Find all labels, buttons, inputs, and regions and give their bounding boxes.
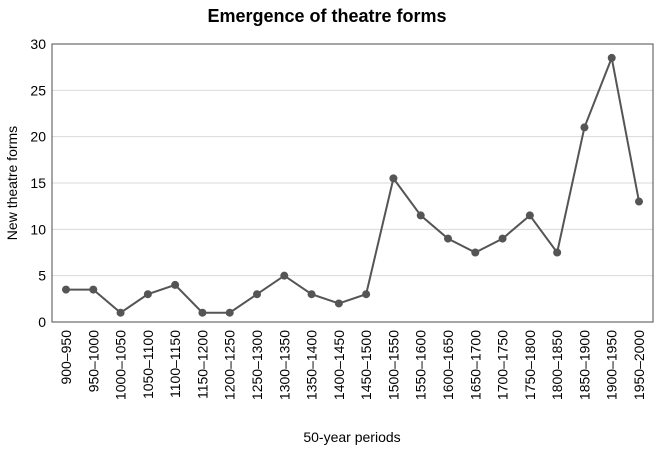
data-point <box>89 285 98 294</box>
y-tick-label: 20 <box>30 129 46 145</box>
data-point <box>253 290 261 299</box>
data-point <box>580 123 589 132</box>
x-tick-label: 1200–1250 <box>222 330 238 400</box>
x-tick-label: 1150–1200 <box>194 330 210 399</box>
x-tick-label: 1400–1450 <box>331 330 347 400</box>
data-point <box>198 308 207 317</box>
data-point <box>362 290 371 299</box>
data-point <box>444 234 452 243</box>
x-tick-label: 900–950 <box>58 330 74 385</box>
x-tick-label: 1800–1850 <box>549 330 565 400</box>
data-point <box>498 234 507 243</box>
x-axis-label: 50-year periods <box>303 429 400 445</box>
series-line <box>66 54 640 314</box>
plot-frame <box>51 43 654 323</box>
data-point <box>280 271 289 280</box>
x-tick-label: 1900–1950 <box>604 330 620 400</box>
data-point <box>525 211 534 220</box>
y-tick-label: 5 <box>38 268 46 284</box>
x-tick-label: 1100–1150 <box>167 330 183 398</box>
y-axis-ticks: 0 5 10 15 20 25 30 <box>30 36 46 330</box>
x-tick-label: 1250–1300 <box>249 330 265 400</box>
y-tick-label: 0 <box>38 314 46 330</box>
y-tick-label: 15 <box>30 175 46 191</box>
x-tick-label: 950–1000 <box>85 330 101 393</box>
chart-title: Emergence of theatre forms <box>207 6 446 26</box>
data-point <box>62 285 70 294</box>
data-point <box>143 290 152 299</box>
data-point <box>225 308 234 317</box>
data-point <box>307 290 316 299</box>
x-tick-label: 1300–1350 <box>276 330 292 400</box>
x-tick-label: 1350–1400 <box>304 330 320 400</box>
data-point <box>116 308 125 317</box>
x-tick-label: 1050–1100 <box>140 330 156 399</box>
x-tick-label: 1750–1800 <box>522 330 538 400</box>
x-tick-label: 1650–1700 <box>467 330 483 400</box>
grid-lines <box>52 89 653 277</box>
x-tick-label: 1700–1750 <box>495 330 511 400</box>
y-tick-label: 30 <box>30 36 46 52</box>
data-point <box>389 174 398 183</box>
x-tick-label: 1450–1500 <box>358 330 374 400</box>
data-point <box>607 53 616 62</box>
x-tick-label: 1550–1600 <box>413 330 429 400</box>
data-point <box>553 248 562 257</box>
x-tick-label: 1850–1900 <box>576 330 592 400</box>
data-point <box>471 248 480 257</box>
data-point <box>171 280 180 289</box>
data-point <box>334 299 343 308</box>
data-point <box>416 211 425 220</box>
x-tick-label: 1500–1550 <box>385 330 401 400</box>
x-tick-label: 1600–1650 <box>440 330 456 400</box>
x-axis-ticks: 900–950 950–1000 1000–1050 1050–1100 1100–11… <box>58 330 647 400</box>
y-tick-label: 25 <box>30 82 46 98</box>
x-tick-label: 1950–2000 <box>631 330 647 400</box>
data-point <box>635 197 643 206</box>
y-tick-label: 10 <box>30 221 46 237</box>
data-points <box>62 53 643 317</box>
x-tick-label: 1000–1050 <box>113 330 129 400</box>
y-axis-label: New theatre forms <box>4 126 20 240</box>
